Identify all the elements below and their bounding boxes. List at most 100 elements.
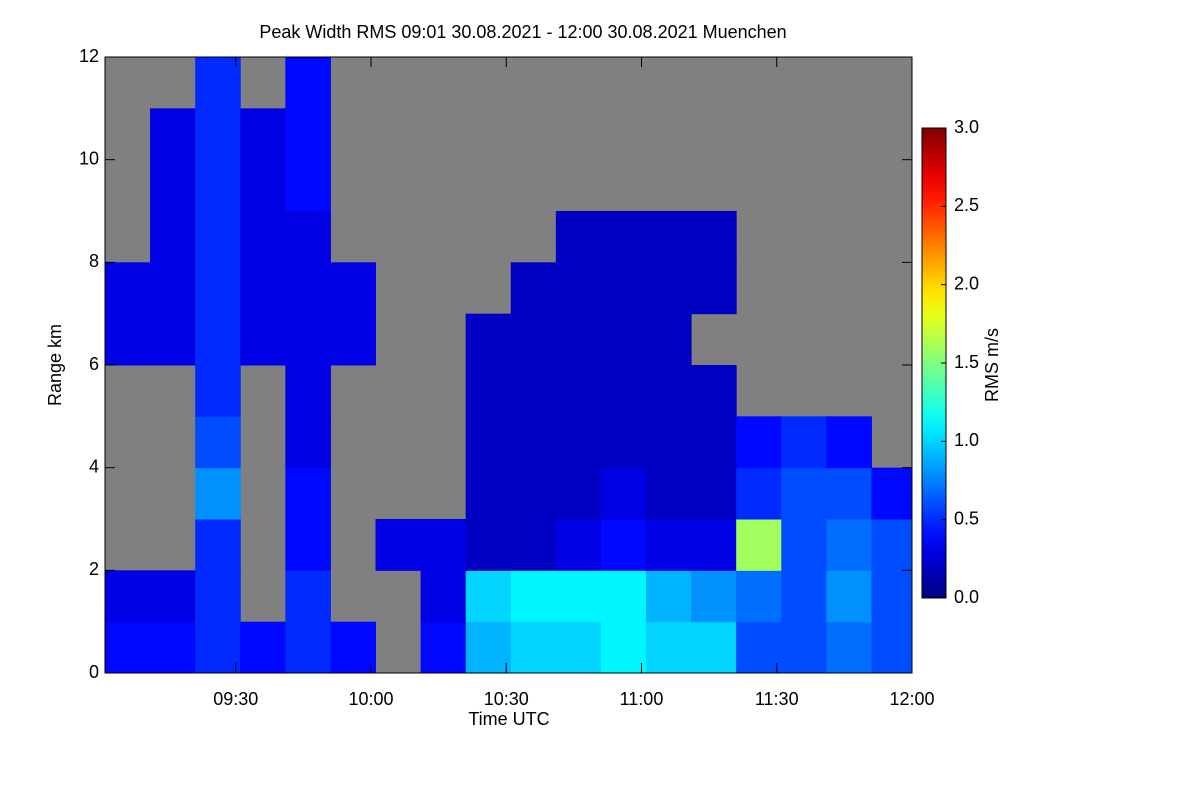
- heatmap-cell: [646, 365, 692, 417]
- heatmap-cell: [510, 365, 557, 417]
- heatmap-cell: [195, 159, 241, 212]
- heatmap-cell: [736, 570, 782, 623]
- heatmap-cell: [781, 416, 827, 469]
- colorbar-tick-label: 0.0: [954, 587, 979, 607]
- heatmap-cell: [736, 621, 782, 673]
- heatmap-cell: [736, 416, 782, 469]
- heatmap-cell: [826, 467, 872, 520]
- heatmap-cell: [646, 313, 692, 366]
- heatmap-cell: [691, 621, 737, 673]
- heatmap-cell: [691, 519, 737, 571]
- y-tick-label: 8: [89, 251, 99, 271]
- x-tick-label: 11:30: [755, 689, 799, 709]
- heatmap-cell: [871, 621, 912, 673]
- heatmap-cell: [600, 365, 647, 417]
- heatmap-cell: [646, 519, 692, 571]
- heatmap-cell: [420, 621, 467, 673]
- heatmap-cell: [736, 519, 782, 571]
- heatmap-cell: [195, 365, 241, 417]
- heatmap-cell: [105, 570, 151, 623]
- heatmap-cell: [465, 570, 512, 623]
- heatmap-cell: [600, 519, 647, 571]
- heatmap-cell: [285, 211, 331, 263]
- heatmap-cell: [510, 621, 557, 673]
- heatmap-cell: [195, 621, 241, 673]
- heatmap-cell: [105, 262, 151, 315]
- heatmap-cell: [646, 416, 692, 469]
- heatmap-cell: [646, 211, 692, 263]
- x-tick-label: 11:00: [620, 689, 664, 709]
- heatmap-cell: [600, 211, 647, 263]
- heatmap-cell: [420, 570, 467, 623]
- heatmap-cell: [691, 365, 737, 417]
- heatmap-cell: [781, 467, 827, 520]
- heatmap-cell: [150, 313, 196, 366]
- heatmap-cell: [691, 416, 737, 469]
- heatmap-cell: [150, 621, 196, 673]
- heatmap-cell: [195, 313, 241, 366]
- heatmap-cell: [691, 262, 737, 315]
- heatmap-cell: [195, 108, 241, 161]
- chart-title: Peak Width RMS 09:01 30.08.2021 - 12:00 …: [259, 22, 786, 42]
- heatmap-cell: [691, 211, 737, 263]
- colorbar-tick-label: 2.0: [954, 273, 979, 293]
- heatmap-cell: [285, 159, 331, 212]
- colorbar-tick-label: 3.0: [954, 117, 979, 137]
- heatmap-cell: [285, 262, 331, 315]
- heatmap-cell: [510, 262, 557, 315]
- heatmap-cell: [465, 416, 512, 469]
- heatmap-cell: [105, 621, 151, 673]
- heatmap-cell: [600, 467, 647, 520]
- heatmap-cell: [781, 519, 827, 571]
- heatmap-cell: [826, 416, 872, 469]
- heatmap-cell: [195, 570, 241, 623]
- heatmap-cell: [330, 621, 377, 673]
- heatmap-cell: [555, 211, 602, 263]
- heatmap-cell: [871, 570, 912, 623]
- y-tick-label: 12: [79, 46, 99, 66]
- heatmap-cell: [555, 365, 602, 417]
- x-tick-label: 10:00: [348, 689, 393, 709]
- heatmap-cell: [600, 416, 647, 469]
- y-tick-label: 2: [89, 559, 99, 579]
- heatmap-cell: [240, 159, 286, 212]
- heatmap-cell: [555, 621, 602, 673]
- heatmap-cell: [195, 262, 241, 315]
- heatmap-cell: [510, 467, 557, 520]
- heatmap-cell: [691, 570, 737, 623]
- heatmap-cell: [330, 313, 377, 366]
- heatmap-cell: [240, 313, 286, 366]
- heatmap-cell: [240, 262, 286, 315]
- heatmap-cell: [555, 416, 602, 469]
- heatmap-cell: [871, 519, 912, 571]
- heatmap-cell: [465, 365, 512, 417]
- heatmap-cell: [285, 621, 331, 673]
- heatmap-cell: [736, 467, 782, 520]
- heatmap-cell: [285, 57, 331, 109]
- heatmap: [105, 57, 912, 673]
- heatmap-cell: [826, 570, 872, 623]
- heatmap-cell: [555, 262, 602, 315]
- heatmap-cell: [826, 621, 872, 673]
- heatmap-cell: [646, 262, 692, 315]
- heatmap-cell: [510, 313, 557, 366]
- heatmap-cell: [465, 467, 512, 520]
- heatmap-cell: [150, 211, 196, 263]
- heatmap-cell: [555, 570, 602, 623]
- heatmap-cell: [285, 365, 331, 417]
- heatmap-cell: [420, 519, 467, 571]
- heatmap-cell: [195, 211, 241, 263]
- colorbar-tick-label: 1.0: [954, 430, 979, 450]
- heatmap-cell: [600, 621, 647, 673]
- x-tick-label: 10:30: [484, 689, 529, 709]
- heatmap-cell: [510, 519, 557, 571]
- heatmap-cell: [150, 262, 196, 315]
- heatmap-cell: [871, 467, 912, 520]
- heatmap-cell: [150, 570, 196, 623]
- heatmap-cell: [195, 57, 241, 109]
- x-axis-label: Time UTC: [468, 709, 549, 729]
- heatmap-cell: [781, 570, 827, 623]
- heatmap-cell: [375, 519, 422, 571]
- heatmap-cell: [510, 416, 557, 469]
- colorbar-tick-label: 0.5: [954, 508, 979, 528]
